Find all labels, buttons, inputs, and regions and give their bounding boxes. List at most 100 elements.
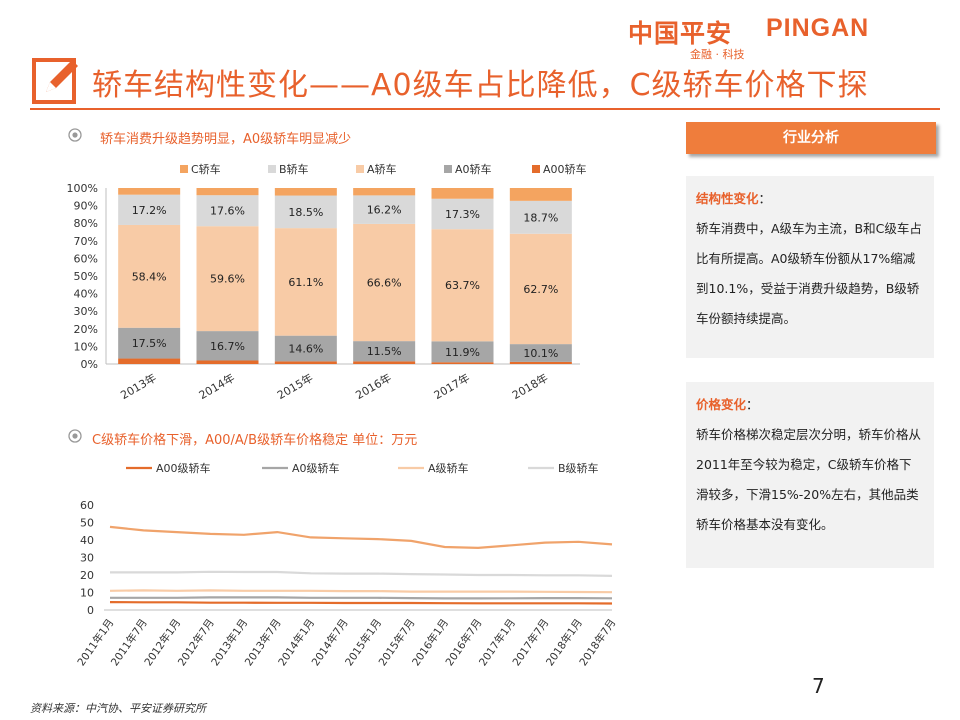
y-tick-label: 0% — [81, 358, 98, 371]
legend-swatch — [356, 165, 364, 173]
info-box-body: 轿车消费中，A级车为主流，B和C级车占比有所提高。A0级轿车份额从17%缩减到1… — [696, 221, 922, 326]
x-tick-label: 2016年 — [353, 370, 394, 402]
bar-segment — [274, 228, 337, 336]
slide-title: 轿车结构性变化——A0级车占比降低，C级轿车价格下探 — [92, 68, 869, 103]
section-heading-price: C级轿车价格下滑，A00/A/B级轿车价格稳定 单位：万元 — [92, 433, 418, 448]
y-tick-label: 50 — [80, 517, 94, 530]
bar-segment — [196, 226, 259, 332]
data-label: 18.5% — [288, 206, 323, 219]
data-label: 63.7% — [445, 279, 480, 292]
y-tick-label: 100% — [67, 182, 98, 195]
legend-label: A0轿车 — [455, 162, 492, 176]
bar-segment — [118, 224, 181, 328]
series-line — [109, 589, 613, 594]
data-label: 14.6% — [288, 343, 323, 356]
bar-segment — [196, 331, 259, 361]
bar-segment — [431, 341, 494, 363]
y-tick-label: 30 — [80, 552, 94, 565]
title-divider — [30, 108, 940, 110]
x-tick-label: 2013年 — [118, 370, 159, 402]
bar-segment — [431, 188, 494, 199]
bar-segment — [353, 195, 416, 224]
heading-colon: ： — [758, 191, 772, 206]
legend-label: A轿车 — [367, 162, 397, 176]
data-label: 11.5% — [367, 345, 402, 358]
series-line — [110, 570, 613, 577]
legend-swatch — [268, 165, 276, 173]
legend-swatch — [444, 165, 452, 173]
brand-logo-chinese: 中国平安 — [628, 19, 733, 48]
edit-pencil-icon — [32, 58, 78, 104]
bar-segment — [353, 188, 416, 196]
legend-label: B级轿车 — [558, 461, 599, 475]
bar-segment — [196, 360, 259, 364]
bar-segment — [118, 327, 181, 359]
data-label: 58.4% — [132, 270, 167, 283]
legend-label: A0级轿车 — [292, 461, 340, 475]
bar-segment — [509, 344, 572, 362]
legend-swatch — [532, 165, 540, 173]
bar-segment — [509, 200, 572, 234]
target-circle-icon — [68, 128, 82, 142]
bar-segment — [196, 188, 259, 196]
y-tick-label: 40% — [74, 288, 98, 301]
bar-segment — [353, 223, 416, 342]
bar-segment — [118, 358, 181, 364]
series-line — [109, 601, 613, 605]
price-line-chart: A00级轿车A0级轿车A级轿车B级轿车C级轿车01020304050602011… — [75, 461, 619, 668]
series-line — [110, 596, 613, 600]
bar-segment — [431, 362, 494, 364]
bar-segment — [431, 198, 494, 230]
y-tick-label: 50% — [74, 270, 98, 283]
bar-segment — [118, 194, 181, 225]
data-label: 16.2% — [367, 204, 402, 217]
stacked-bar-chart: C轿车 B轿车 A轿车 A0轿车 A00轿车 0% 10% 20% 30% 40% 50% 60% 70… — [67, 162, 587, 402]
legend-label: C轿车 — [191, 162, 221, 176]
info-box-heading: 价格变化 — [696, 397, 747, 412]
legend-label: B轿车 — [279, 162, 309, 176]
legend-swatch — [180, 165, 188, 173]
info-box-body: 轿车价格梯次稳定层次分明，轿车价格从2011年至今较为稳定，C级轿车价格下滑较多… — [696, 427, 922, 532]
y-tick-label: 30% — [74, 305, 98, 318]
data-label: 17.2% — [132, 204, 167, 217]
info-box-price: 价格变化： 轿车价格梯次稳定层次分明，轿车价格从2011年至今较为稳定，C级轿车… — [686, 382, 934, 568]
info-box-structure: 结构性变化： 轿车消费中，A级车为主流，B和C级车占比有所提高。A0级轿车份额从… — [686, 176, 934, 358]
y-tick-label: 10% — [74, 340, 98, 353]
data-label: 10.1% — [523, 347, 558, 360]
series-line — [109, 525, 613, 550]
bar-segment — [196, 195, 259, 227]
panel-header-industry-analysis: 行业分析 — [686, 122, 936, 154]
x-tick-label: 2014年 — [196, 370, 237, 402]
data-label: 62.7% — [523, 283, 558, 296]
target-circle-icon — [68, 429, 82, 443]
brand-tagline: 金融 · 科技 — [690, 48, 745, 61]
data-label: 17.3% — [445, 208, 480, 221]
data-label: 18.7% — [523, 211, 558, 224]
data-label: 11.9% — [445, 346, 480, 359]
x-tick-label: 2018年 — [510, 370, 551, 402]
bar-segment — [431, 229, 494, 342]
source-note: 资料来源：中汽协、平安证券研究所 — [30, 702, 206, 715]
bar-segment — [353, 361, 416, 364]
y-tick-label: 60 — [80, 499, 94, 512]
data-label: 59.6% — [210, 273, 245, 286]
y-tick-label: 60% — [74, 252, 98, 265]
bar-segment — [509, 233, 572, 345]
section-heading-structure: 轿车消费升级趋势明显，A0级轿车明显减少 — [100, 132, 352, 147]
y-tick-label: 10 — [80, 587, 94, 600]
heading-colon: ： — [746, 397, 759, 412]
legend-label: A00轿车 — [543, 162, 587, 176]
bar-segment — [509, 188, 572, 201]
y-tick-label: 40 — [80, 534, 94, 547]
page-number: 7 — [812, 674, 825, 698]
brand-logo-english: PINGAN — [766, 14, 870, 42]
bar-segment — [118, 188, 181, 195]
bar-segment — [274, 195, 337, 229]
y-tick-label: 90% — [74, 200, 98, 213]
data-label: 17.5% — [132, 337, 167, 350]
x-tick-label: 2015年 — [275, 370, 316, 402]
data-label: 66.6% — [367, 277, 402, 290]
bar-segment — [274, 188, 337, 196]
x-tick-label: 2017年 — [431, 370, 472, 402]
y-tick-label: 20% — [74, 323, 98, 336]
